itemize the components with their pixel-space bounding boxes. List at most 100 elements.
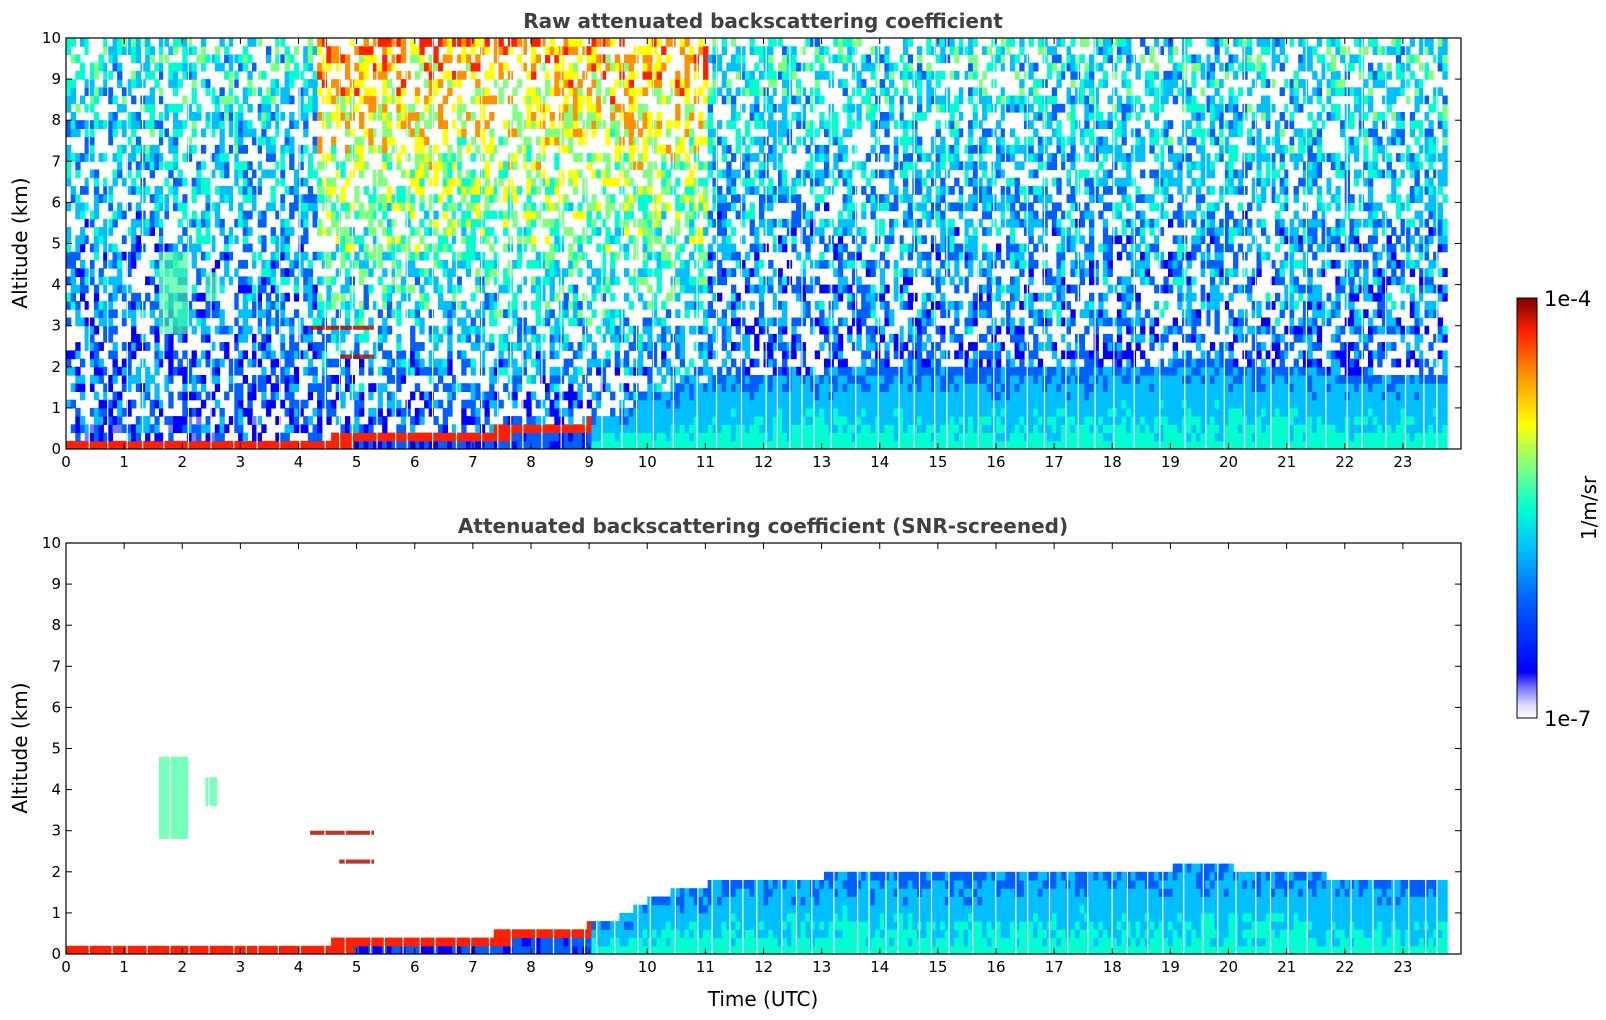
heatmap-cell (675, 342, 681, 351)
heatmap-cell (665, 177, 672, 187)
heatmap-cell (293, 169, 300, 179)
heatmap-cell (810, 235, 816, 245)
heatmap-cell (419, 416, 425, 425)
heatmap-cell (321, 54, 328, 64)
heatmap-cell (317, 407, 323, 417)
heatmap-cell (275, 46, 281, 55)
heatmap-cell (149, 161, 155, 171)
heatmap-cell (461, 440, 467, 449)
heatmap-cell (545, 391, 551, 401)
heatmap-cell (805, 243, 811, 253)
heatmap-cell (772, 268, 779, 277)
heatmap-cell (442, 136, 448, 146)
heatmap-cell (791, 112, 797, 121)
heatmap-cell (335, 54, 341, 64)
heatmap-cell (224, 243, 230, 253)
heatmap-cell (326, 194, 332, 203)
heatmap-cell (210, 120, 216, 129)
heatmap-cell (93, 112, 100, 121)
heatmap-cell (475, 144, 481, 154)
heatmap-cell (214, 103, 221, 113)
heatmap-cell (154, 317, 160, 327)
heatmap-cell (633, 424, 639, 434)
heatmap-cell (563, 194, 569, 203)
heatmap-cell (126, 112, 132, 121)
heatmap-cell (75, 243, 81, 253)
heatmap-cell (479, 87, 486, 97)
heatmap-cell (345, 62, 351, 72)
heatmap-cell (377, 112, 383, 121)
heatmap-cell (80, 227, 86, 236)
heatmap-cell (782, 407, 788, 417)
heatmap-cell (256, 276, 262, 286)
heatmap-cell (819, 46, 825, 55)
heatmap-cell (307, 62, 314, 72)
heatmap-cell (368, 87, 374, 97)
heatmap-cell (554, 416, 560, 425)
heatmap-cell (577, 383, 583, 392)
heatmap-cell (461, 259, 467, 269)
heatmap-cell (517, 79, 523, 88)
heatmap-cell (493, 301, 500, 310)
heatmap-cell (363, 95, 369, 105)
heatmap-cell (693, 62, 700, 72)
heatmap-cell (642, 251, 648, 261)
heatmap-cell (70, 399, 76, 409)
heatmap-cell (200, 424, 207, 434)
heatmap-cell (545, 177, 551, 187)
heatmap-cell (391, 202, 397, 212)
heatmap-cell (382, 38, 388, 47)
heatmap-cell (303, 366, 309, 376)
heatmap-cell (796, 251, 802, 261)
heatmap-cell (279, 350, 286, 360)
heatmap-cell (777, 325, 783, 335)
heatmap-cell (168, 46, 174, 55)
heatmap-cell (414, 186, 421, 195)
heatmap-cell (66, 144, 72, 154)
heatmap-cell (791, 144, 797, 154)
heatmap-cell (800, 416, 806, 425)
heatmap-cell (396, 38, 402, 47)
heatmap-cell (345, 276, 351, 286)
heatmap-cell (549, 325, 555, 335)
heatmap-cell (452, 202, 458, 212)
heatmap-cell (117, 366, 123, 376)
heatmap-cell (447, 317, 453, 327)
heatmap-cell (196, 169, 202, 179)
heatmap-cell (744, 161, 751, 171)
heatmap-cell (121, 210, 128, 220)
heatmap-cell (531, 210, 537, 220)
heatmap-cell (568, 136, 574, 146)
heatmap-cell (196, 268, 202, 277)
heatmap-cell (800, 407, 806, 417)
heatmap-cell (461, 333, 467, 343)
heatmap-cell (326, 87, 332, 97)
heatmap-cell (805, 416, 811, 425)
heatmap-cell (758, 440, 765, 449)
heatmap-cell (200, 375, 207, 384)
heatmap-cell (317, 136, 323, 146)
heatmap-cell (777, 136, 783, 146)
heatmap-cell (833, 38, 839, 47)
heatmap-cell (70, 251, 76, 261)
heatmap-cell (242, 325, 248, 335)
heatmap-cell (461, 317, 467, 327)
heatmap-cell (824, 383, 830, 392)
heatmap-cell (749, 284, 755, 294)
heatmap-cell (689, 194, 695, 203)
heatmap-cell (186, 218, 193, 228)
heatmap-cell (98, 309, 104, 319)
heatmap-cell (689, 325, 695, 335)
heatmap-cell (777, 432, 783, 442)
heatmap-cell (493, 38, 500, 47)
heatmap-cell (368, 218, 374, 228)
heatmap-cell (279, 95, 286, 105)
heatmap-cell (186, 62, 193, 72)
heatmap-cell (126, 87, 132, 97)
heatmap-cell (810, 62, 816, 72)
heatmap-cell (298, 112, 304, 121)
heatmap-cell (675, 79, 681, 88)
heatmap-cell (279, 227, 286, 236)
heatmap-cell (419, 284, 425, 294)
heatmap-cell (284, 79, 290, 88)
